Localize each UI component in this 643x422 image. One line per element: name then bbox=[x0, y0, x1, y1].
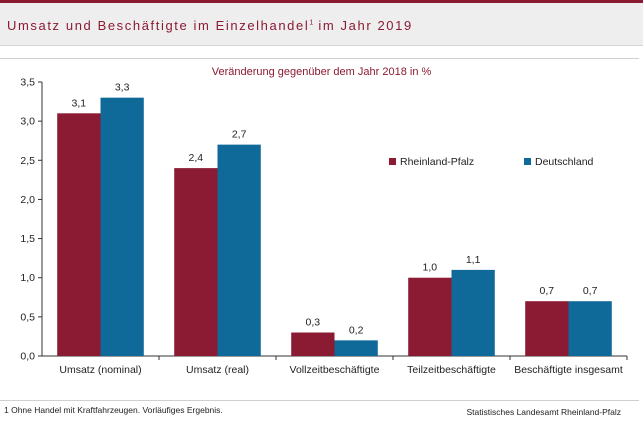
bar-value-label: 1,1 bbox=[466, 254, 481, 266]
x-category-label: Teilzeitbeschäftigte bbox=[407, 364, 496, 376]
legend-label: Deutschland bbox=[535, 156, 594, 168]
y-tick-label: 1,5 bbox=[20, 233, 35, 245]
y-tick-label: 3,5 bbox=[20, 77, 35, 89]
bar-value-label: 0,3 bbox=[306, 317, 321, 329]
x-category-label: Umsatz (nominal) bbox=[59, 364, 141, 376]
title-bar: Umsatz und Beschäftigte im Einzelhandel1… bbox=[0, 3, 643, 46]
y-tick-label: 1,0 bbox=[20, 272, 35, 284]
x-category-label: Beschäftigte insgesamt bbox=[514, 364, 623, 376]
chart-title: Umsatz und Beschäftigte im Einzelhandel1… bbox=[7, 18, 413, 33]
bar-value-label: 0,7 bbox=[583, 285, 598, 297]
source-note: Statistisches Landesamt Rheinland-Pfalz bbox=[466, 407, 622, 417]
bar-value-label: 3,1 bbox=[72, 97, 87, 109]
bar-value-label: 3,3 bbox=[115, 82, 130, 94]
bar-rheinland-pfalz bbox=[291, 332, 335, 356]
y-tick-label: 2,0 bbox=[20, 194, 35, 206]
y-tick-label: 3,0 bbox=[20, 116, 35, 128]
bar-value-label: 2,7 bbox=[232, 129, 247, 141]
chart-subtitle: Veränderung gegenüber dem Jahr 2018 in % bbox=[211, 66, 432, 78]
bar-deutschland bbox=[568, 301, 612, 356]
y-tick-label: 2,5 bbox=[20, 155, 35, 167]
x-category-label: Vollzeitbeschäftigte bbox=[290, 364, 380, 376]
y-tick-label: 0,0 bbox=[20, 351, 35, 363]
bar-deutschland bbox=[100, 97, 144, 357]
bar-value-label: 0,2 bbox=[349, 324, 364, 336]
chart-frame bbox=[0, 58, 639, 401]
top-rule bbox=[0, 0, 643, 3]
y-tick-label: 0,5 bbox=[20, 311, 35, 323]
footnote: 1 Ohne Handel mit Kraftfahrzeugen. Vorlä… bbox=[4, 405, 223, 415]
legend-swatch bbox=[389, 158, 396, 165]
bar-value-label: 1,0 bbox=[423, 262, 438, 274]
bar-deutschland bbox=[334, 340, 378, 356]
bar-value-label: 2,4 bbox=[189, 152, 204, 164]
bar-rheinland-pfalz bbox=[525, 301, 569, 356]
legend-label: Rheinland-Pfalz bbox=[400, 156, 474, 168]
bar-deutschland bbox=[451, 269, 495, 356]
x-category-label: Umsatz (real) bbox=[186, 364, 249, 376]
bar-deutschland bbox=[217, 144, 261, 356]
bar-rheinland-pfalz bbox=[174, 168, 218, 356]
legend-swatch bbox=[524, 158, 531, 165]
bar-value-label: 0,7 bbox=[540, 285, 555, 297]
bar-rheinland-pfalz bbox=[408, 277, 452, 356]
bar-rheinland-pfalz bbox=[57, 113, 101, 356]
